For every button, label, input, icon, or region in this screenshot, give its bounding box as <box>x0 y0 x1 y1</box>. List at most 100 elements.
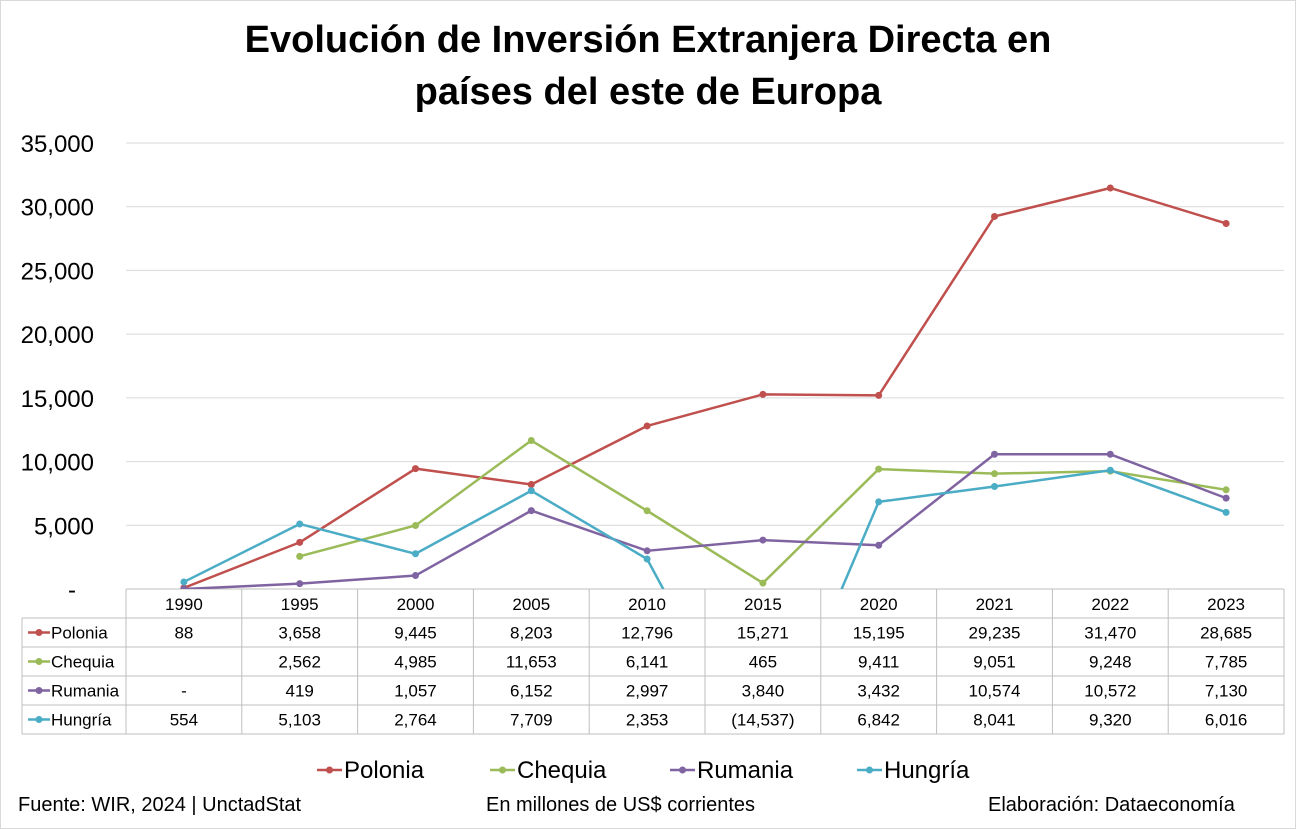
data-point <box>1222 494 1230 502</box>
data-label: 9,411 <box>858 653 899 672</box>
x-tick-label: 2022 <box>1091 595 1129 614</box>
y-tick-label: 20,000 <box>21 322 94 349</box>
data-point <box>1106 184 1114 192</box>
data-point <box>643 547 651 555</box>
chart-title: Evolución de Inversión Extranjera Direct… <box>0 14 1296 118</box>
legend: Polonia Chequia Rumania Hungría <box>317 757 970 784</box>
x-tick-label: 2023 <box>1207 595 1245 614</box>
series-lines <box>180 184 1230 589</box>
data-label: 9,445 <box>394 624 437 643</box>
table-legend-key-marker <box>35 658 43 665</box>
chart-title-line-1: Evolución de Inversión Extranjera Direct… <box>244 19 1052 61</box>
data-label: 2,353 <box>626 711 669 730</box>
data-point <box>1222 219 1230 227</box>
legend-label-rumania: Rumania <box>697 757 794 784</box>
data-point <box>296 552 304 560</box>
data-label: 3,432 <box>857 682 900 701</box>
data-point <box>875 498 883 506</box>
y-tick-label: 10,000 <box>21 450 94 477</box>
data-label: 6,842 <box>857 711 900 730</box>
data-label: 11,653 <box>506 653 557 672</box>
data-point <box>296 580 304 588</box>
data-label: 9,320 <box>1089 711 1132 730</box>
legend-key-marker <box>499 766 506 774</box>
data-label: 7,785 <box>1205 653 1248 672</box>
table-row-label-rumania: Rumania <box>51 682 120 701</box>
data-label: 2,764 <box>394 711 437 730</box>
x-tick-label: 1990 <box>165 595 203 614</box>
x-tick-label: 2015 <box>744 595 782 614</box>
series-line-hungria <box>183 468 1227 589</box>
series-line-rumania <box>183 453 1227 589</box>
data-point <box>1106 466 1114 474</box>
series-rumania <box>180 450 1230 589</box>
data-label: 1,057 <box>394 682 437 701</box>
data-label: 7,709 <box>510 711 553 730</box>
data-point <box>643 507 651 515</box>
legend-key-marker <box>326 766 333 774</box>
data-point <box>180 578 188 586</box>
data-point <box>991 483 998 491</box>
data-label: 10,572 <box>1084 682 1136 701</box>
data-table: 1990 1995 2000 2005 2010 2015 2020 2021 2022 2023… <box>21 588 1285 735</box>
data-label: 419 <box>286 682 314 701</box>
data-label: 6,152 <box>510 682 553 701</box>
y-axis-ticks: - 5,000 10,000 15,000 20,000 25,000 30,000 35,0… <box>21 131 94 604</box>
chart-title-line-2: países del este de Europa <box>414 71 882 113</box>
data-point <box>1222 486 1230 494</box>
data-label: 4,985 <box>394 653 437 672</box>
data-point <box>991 450 998 458</box>
data-label: 2,997 <box>626 682 669 701</box>
data-label: 465 <box>749 653 777 672</box>
data-label: 3,840 <box>742 682 785 701</box>
table-row-label-polonia: Polonia <box>51 624 108 643</box>
y-tick-label: - <box>68 577 76 604</box>
data-label: 28,685 <box>1200 624 1252 643</box>
data-label: 554 <box>170 711 198 730</box>
data-point <box>296 538 304 546</box>
data-point <box>991 470 998 478</box>
legend-label-chequia: Chequia <box>517 757 607 784</box>
data-point <box>412 550 419 558</box>
x-tick-label: 2020 <box>860 595 898 614</box>
data-label: 5,103 <box>278 711 321 730</box>
footer-source: Fuente: WIR, 2024 | UnctadStat <box>18 794 302 816</box>
table-legend-key-marker <box>35 716 43 723</box>
x-tick-label: 2000 <box>397 595 435 614</box>
series-line-polonia <box>183 186 1227 589</box>
x-tick-label: 2010 <box>628 595 666 614</box>
data-point <box>1106 450 1114 458</box>
data-label: 6,016 <box>1205 711 1248 730</box>
data-label: 31,470 <box>1084 624 1136 643</box>
data-point <box>296 520 304 528</box>
data-label: 12,796 <box>621 624 673 643</box>
data-point <box>643 422 651 430</box>
table-row-label-hungria: Hungría <box>51 711 112 730</box>
data-point <box>875 391 883 399</box>
data-label: 10,574 <box>969 682 1021 701</box>
legend-label-polonia: Polonia <box>344 757 425 784</box>
footer-credit: Elaboración: Dataeconomía <box>988 794 1235 816</box>
data-point <box>991 212 998 220</box>
legend-key-marker <box>866 766 873 774</box>
legend-key-marker <box>679 766 686 774</box>
data-point <box>1222 508 1230 516</box>
table-row-label-chequia: Chequia <box>51 653 115 672</box>
data-point <box>412 521 419 529</box>
data-label: - <box>181 682 187 701</box>
data-label: 88 <box>174 624 193 643</box>
y-tick-label: 35,000 <box>21 131 94 158</box>
data-label: 15,195 <box>853 624 905 643</box>
data-label: 8,203 <box>510 624 553 643</box>
series-hungria <box>180 466 1230 589</box>
x-tick-label: 2021 <box>976 595 1014 614</box>
data-point <box>759 536 767 544</box>
data-point <box>875 541 883 549</box>
data-label: 2,562 <box>278 653 321 672</box>
gridlines <box>126 142 1284 526</box>
data-point <box>759 390 767 398</box>
data-point <box>180 585 188 589</box>
data-label: 7,130 <box>1205 682 1248 701</box>
series-polonia <box>180 184 1230 589</box>
